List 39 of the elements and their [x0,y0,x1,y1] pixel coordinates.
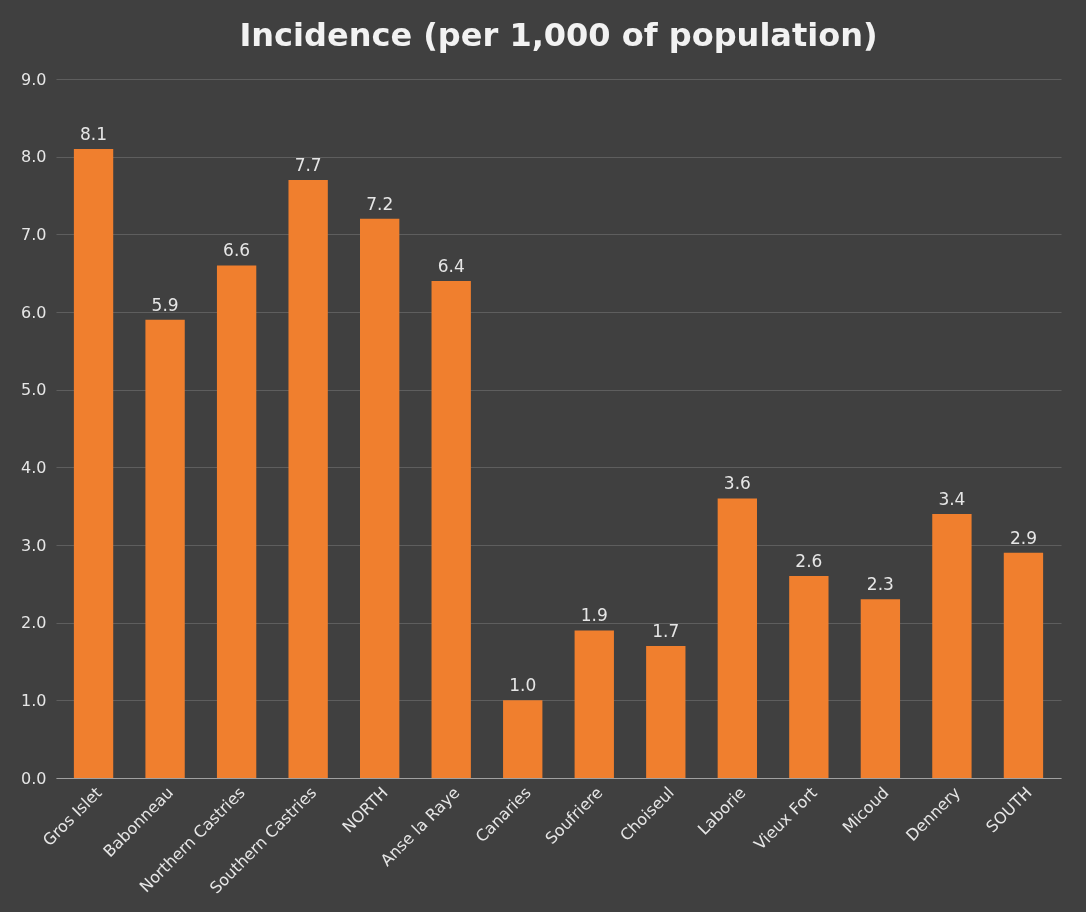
bar [216,265,257,778]
data-label: 2.9 [1009,527,1037,548]
y-tick-label: 0.0 [21,768,47,788]
y-tick-label: 5.0 [21,380,47,400]
data-label: 2.3 [866,574,894,595]
data-label: 2.6 [795,551,823,572]
bar [503,700,543,778]
bar [717,498,757,778]
y-tick-label: 2.0 [21,613,47,633]
bar [431,280,471,778]
y-tick-label: 6.0 [21,302,47,322]
bar [932,513,972,778]
data-label: 3.4 [938,488,966,509]
bar [360,218,400,778]
data-label: 6.6 [223,240,251,261]
bar [860,599,901,778]
y-tick-label: 7.0 [21,224,47,244]
bar [646,645,686,778]
y-tick-label: 3.0 [21,535,47,555]
chart-title: Incidence (per 1,000 of population) [239,16,878,54]
bar [1003,552,1044,778]
bar [789,576,829,778]
data-label: 6.4 [437,255,465,276]
data-label: 1.0 [509,675,537,696]
y-tick-label: 1.0 [21,690,47,710]
bar [574,630,614,778]
y-tick-label: 8.0 [21,147,47,167]
y-tick-label: 4.0 [21,457,47,477]
y-tick-label: 9.0 [21,69,47,89]
bar [73,148,114,778]
data-label: 1.7 [652,620,680,641]
data-label: 1.9 [580,605,608,626]
data-label: 7.2 [366,193,394,214]
data-label: 8.1 [80,123,108,144]
data-label: 5.9 [151,294,179,315]
bar [145,319,185,778]
data-label: 3.6 [723,473,751,494]
bar [288,179,328,778]
data-label: 7.7 [294,154,322,175]
